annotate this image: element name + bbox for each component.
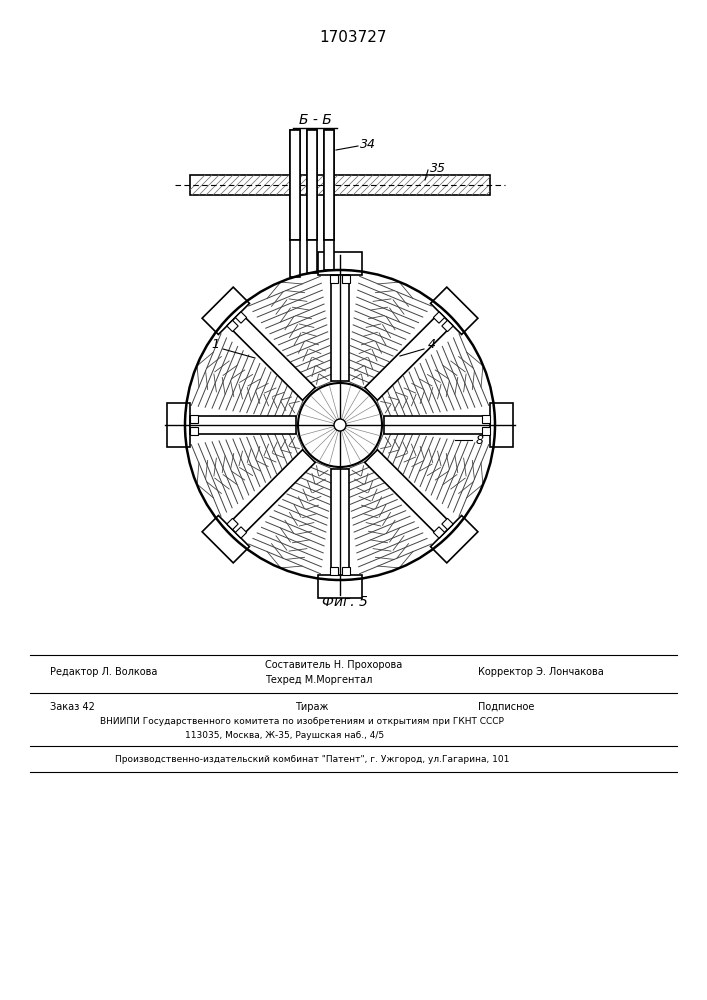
Polygon shape bbox=[365, 450, 452, 537]
Text: 35: 35 bbox=[430, 161, 446, 174]
Polygon shape bbox=[482, 415, 490, 423]
Polygon shape bbox=[190, 415, 198, 423]
Polygon shape bbox=[167, 403, 190, 447]
Polygon shape bbox=[190, 416, 296, 434]
Text: Производственно-издательский комбинат "Патент", г. Ужгород, ул.Гагарина, 101: Производственно-издательский комбинат "П… bbox=[115, 754, 509, 764]
Text: Техред М.Моргентал: Техред М.Моргентал bbox=[265, 675, 373, 685]
Polygon shape bbox=[331, 469, 349, 575]
Polygon shape bbox=[431, 287, 478, 334]
Text: Тираж: Тираж bbox=[295, 702, 328, 712]
Text: 1: 1 bbox=[211, 338, 219, 352]
Text: 113035, Москва, Ж-35, Раушская наб., 4/5: 113035, Москва, Ж-35, Раушская наб., 4/5 bbox=[185, 730, 384, 740]
Polygon shape bbox=[307, 130, 317, 240]
Polygon shape bbox=[433, 527, 445, 538]
Polygon shape bbox=[330, 567, 338, 575]
Polygon shape bbox=[324, 240, 334, 270]
Polygon shape bbox=[336, 421, 344, 429]
Polygon shape bbox=[384, 416, 490, 434]
Polygon shape bbox=[442, 518, 453, 530]
Polygon shape bbox=[482, 427, 490, 435]
Text: 1703727: 1703727 bbox=[320, 29, 387, 44]
Polygon shape bbox=[228, 450, 315, 537]
Text: Редактор Л. Волкова: Редактор Л. Волкова bbox=[50, 667, 158, 677]
Polygon shape bbox=[235, 527, 247, 538]
Text: 8: 8 bbox=[476, 434, 484, 446]
Polygon shape bbox=[433, 312, 445, 323]
Polygon shape bbox=[307, 130, 317, 240]
Polygon shape bbox=[290, 130, 300, 240]
Circle shape bbox=[334, 419, 346, 431]
Polygon shape bbox=[227, 320, 238, 332]
Polygon shape bbox=[324, 130, 334, 240]
Polygon shape bbox=[318, 575, 362, 598]
Polygon shape bbox=[330, 275, 338, 283]
Polygon shape bbox=[227, 518, 238, 530]
Text: 4: 4 bbox=[428, 338, 436, 352]
Polygon shape bbox=[442, 320, 453, 332]
Text: Составитель Н. Прохорова: Составитель Н. Прохорова bbox=[265, 660, 402, 670]
Polygon shape bbox=[431, 516, 478, 563]
Polygon shape bbox=[318, 252, 362, 275]
Polygon shape bbox=[342, 567, 350, 575]
Polygon shape bbox=[228, 313, 315, 400]
Polygon shape bbox=[342, 275, 350, 283]
Text: Подписное: Подписное bbox=[478, 702, 534, 712]
Polygon shape bbox=[202, 287, 250, 334]
Circle shape bbox=[160, 245, 520, 605]
Polygon shape bbox=[307, 240, 317, 273]
Text: Корректор Э. Лончакова: Корректор Э. Лончакова bbox=[478, 667, 604, 677]
Polygon shape bbox=[235, 312, 247, 323]
Polygon shape bbox=[331, 275, 349, 381]
Text: 34: 34 bbox=[360, 138, 376, 151]
Polygon shape bbox=[290, 130, 300, 240]
Text: Заказ 42: Заказ 42 bbox=[50, 702, 95, 712]
Polygon shape bbox=[490, 403, 513, 447]
Text: Фиг. 5: Фиг. 5 bbox=[322, 595, 368, 609]
Text: ВНИИПИ Государственного комитета по изобретениям и открытиям при ГКНТ СССР: ВНИИПИ Государственного комитета по изоб… bbox=[100, 716, 504, 726]
Polygon shape bbox=[365, 313, 452, 400]
Polygon shape bbox=[190, 175, 490, 195]
Text: Б - Б: Б - Б bbox=[298, 113, 332, 127]
Circle shape bbox=[298, 383, 382, 467]
Polygon shape bbox=[324, 130, 334, 240]
Polygon shape bbox=[290, 240, 300, 277]
Polygon shape bbox=[190, 427, 198, 435]
Polygon shape bbox=[202, 516, 250, 563]
